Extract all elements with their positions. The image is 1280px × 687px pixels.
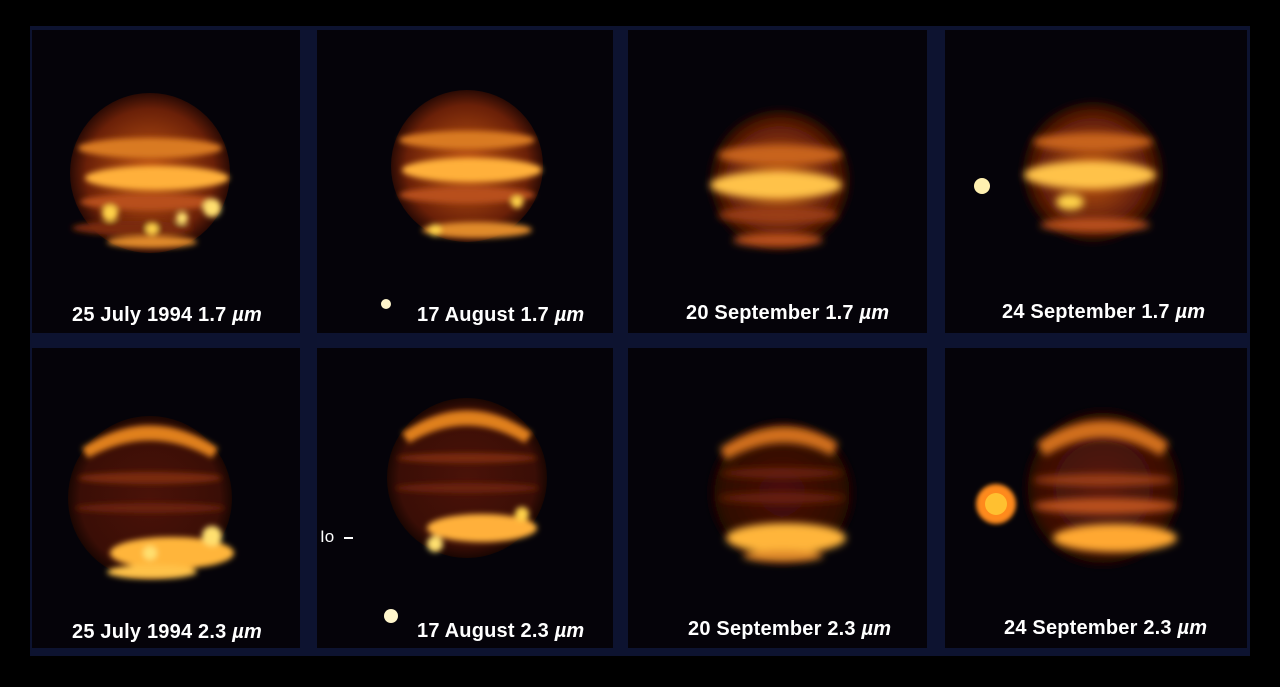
io-moon-core [985, 493, 1007, 515]
panel-1: 25 July 1994 1.7 µm [32, 30, 300, 333]
caption: 17 August 2.3 µm [417, 620, 585, 642]
jupiter-image [974, 102, 1163, 242]
jupiter-image [384, 398, 547, 623]
caption: 20 September 1.7 µm [686, 302, 890, 324]
io-label: Io [320, 527, 335, 546]
caption: 17 August 1.7 µm [417, 304, 585, 326]
io-moon [974, 178, 990, 194]
panel-5: 25 July 1994 2.3 µm [32, 348, 300, 648]
jupiter-image [381, 90, 543, 309]
caption: 25 July 1994 2.3 µm [72, 621, 262, 643]
jupiter-image [68, 416, 234, 580]
jupiter-image [976, 410, 1181, 566]
panel-4: 24 September 1.7 µm [945, 30, 1247, 333]
panel-8: 24 September 2.3 µm [945, 348, 1247, 648]
caption: 20 September 2.3 µm [688, 618, 892, 640]
panel-6: 17 August 2.3 µm [317, 348, 613, 648]
jupiter-image [710, 110, 850, 250]
io-moon [384, 609, 398, 623]
panel-7: 20 September 2.3 µm [628, 348, 927, 648]
jupiter-image [710, 421, 854, 565]
io-pointer [344, 537, 353, 539]
panel-3: 20 September 1.7 µm [628, 30, 927, 333]
caption: 25 July 1994 1.7 µm [72, 304, 262, 326]
jupiter-image [70, 93, 230, 253]
caption: 24 September 2.3 µm [1004, 617, 1208, 639]
caption: 24 September 1.7 µm [1002, 301, 1206, 323]
panel-2: 17 August 1.7 µm [317, 30, 613, 333]
io-moon [381, 299, 391, 309]
